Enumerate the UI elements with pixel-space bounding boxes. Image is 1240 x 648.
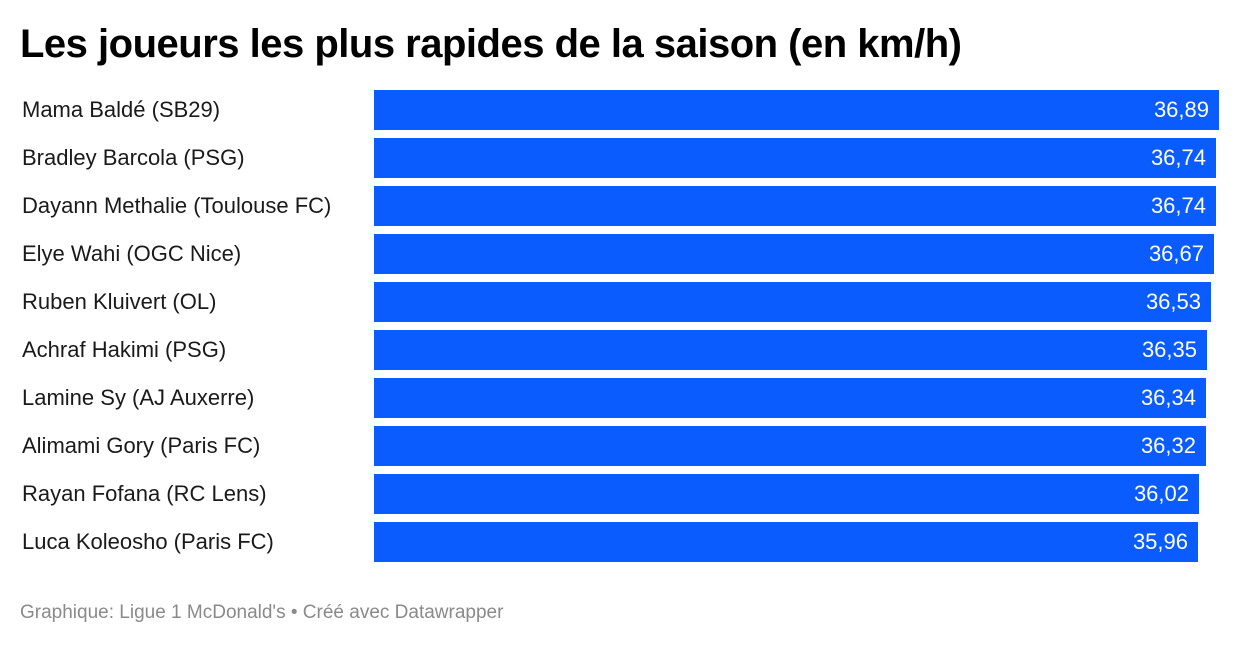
bar-value-label: 36,74: [1150, 145, 1206, 170]
bar-value-label: 36,67: [1148, 241, 1204, 266]
bar-label: Achraf Hakimi (PSG): [22, 337, 227, 362]
bar-label: Dayann Methalie (Toulouse FC): [22, 193, 332, 218]
bar: [374, 186, 1216, 226]
bar: [374, 330, 1207, 370]
bar-value-label: 36,35: [1141, 337, 1197, 362]
bar: [374, 378, 1206, 418]
bar-label: Mama Baldé (SB29): [22, 97, 221, 122]
bar-label: Elye Wahi (OGC Nice): [22, 241, 242, 266]
bar-label: Ruben Kluivert (OL): [22, 289, 217, 314]
footer-source: Graphique: Ligue 1 McDonald's: [20, 602, 286, 623]
bar: [374, 522, 1198, 562]
bar: [374, 282, 1211, 322]
bar-label: Rayan Fofana (RC Lens): [22, 481, 267, 506]
bar: [374, 426, 1206, 466]
bar-value-label: 35,96: [1132, 529, 1188, 554]
bar-value-label: 36,34: [1140, 385, 1196, 410]
bar-label: Lamine Sy (AJ Auxerre): [22, 385, 255, 410]
bar-label: Alimami Gory (Paris FC): [22, 433, 261, 458]
bar-value-label: 36,32: [1140, 433, 1196, 458]
footer-separator: •: [285, 602, 303, 623]
bar: [374, 474, 1199, 514]
bar-value-label: 36,53: [1145, 289, 1201, 314]
chart-title: Les joueurs les plus rapides de la saiso…: [20, 22, 962, 66]
bar: [374, 234, 1214, 274]
bar-label: Bradley Barcola (PSG): [22, 145, 245, 170]
footer-credit: Créé avec Datawrapper: [302, 602, 504, 623]
bar-value-label: 36,74: [1150, 193, 1206, 218]
bar-value-label: 36,02: [1133, 481, 1189, 506]
bar: [374, 90, 1219, 130]
bar-value-label: 36,89: [1153, 97, 1209, 122]
chart-footer: Graphique: Ligue 1 McDonald's • Créé ave…: [20, 602, 503, 624]
bar-label: Luca Koleosho (Paris FC): [22, 529, 274, 554]
bar: [374, 138, 1216, 178]
